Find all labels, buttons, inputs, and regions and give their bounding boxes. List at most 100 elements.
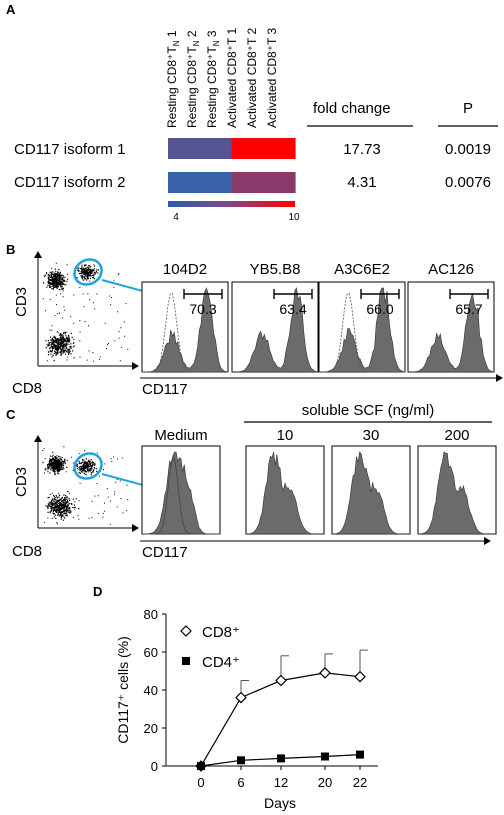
clone-name-2: YB5.B8 <box>250 261 301 278</box>
column-header-3: Resting CD8⁺TN 3 <box>205 30 221 128</box>
condition-label-2: 10 <box>277 427 294 444</box>
histogram-fill <box>331 451 410 535</box>
c-axis-arrow <box>484 537 491 545</box>
c-hist-xlabel: CD117 <box>142 544 188 561</box>
histograms-b: 104D2 70.3 YB5.B8 63.4 A3C6E2 66.0 AC126 65.7 <box>141 261 495 373</box>
condition-label-4: 200 <box>444 427 469 444</box>
heatmap-cell-r1-c3 <box>210 138 232 159</box>
heatmap-cell-r1-c2 <box>189 138 211 159</box>
heatmap-cell-r1-c1 <box>168 138 190 159</box>
gate-percent-3: 66.0 <box>366 301 393 317</box>
series-line-1 <box>200 672 361 767</box>
histograms-c: Medium 10 30 200 <box>141 427 497 535</box>
histogram-fill <box>245 451 324 535</box>
heatmap-cell-r1-c4 <box>231 138 254 159</box>
color-scale-bar <box>168 201 295 207</box>
b-dot-ylabel: CD3 <box>13 287 30 317</box>
scale-min-label: 4 <box>173 212 179 223</box>
dot-y-arrow <box>34 435 42 442</box>
column-header-4: Activated CD8⁺T 1 <box>225 28 239 128</box>
heatmap-cell-r2-c2 <box>189 172 211 193</box>
x-tick-label-20: 20 <box>318 775 332 790</box>
y-tick-label-80: 80 <box>144 607 158 622</box>
c-dot-xlabel: CD8 <box>12 543 42 560</box>
gate-ellipse <box>73 452 103 480</box>
x-axis-label: Days <box>264 795 296 811</box>
isotype-control-line <box>142 292 228 373</box>
panel-b-label: B <box>6 242 15 257</box>
gate-percent-2: 63.4 <box>279 301 306 317</box>
point-1-2 <box>235 691 247 704</box>
row-2-name: CD117 isoform 2 <box>14 174 125 191</box>
clone-name-3: A3C6E2 <box>334 261 390 278</box>
point-1-3 <box>275 674 287 687</box>
column-header-5: Activated CD8⁺T 2 <box>245 28 259 128</box>
x-tick-label-0: 0 <box>197 775 204 790</box>
condition-label-3: 30 <box>363 427 380 444</box>
panel-a-label: A <box>6 2 16 17</box>
legend-label-1: CD8⁺ <box>202 624 240 641</box>
histogram-fill <box>232 287 319 373</box>
y-tick-label-0: 0 <box>151 759 158 774</box>
row-1-fold: 17.73 <box>343 141 381 158</box>
panel-c-label: C <box>6 407 16 422</box>
heatmap <box>168 138 296 193</box>
heatmap-cell-r1-c5 <box>252 138 275 159</box>
legend-marker-2 <box>182 657 190 665</box>
dot-events <box>42 446 129 525</box>
c-dot-ylabel: CD3 <box>13 467 30 497</box>
legend-label-2: CD4⁺ <box>202 654 240 671</box>
y-axis-label: CD117⁺ cells (%) <box>115 636 131 744</box>
point-1-4 <box>319 667 331 679</box>
row-2-p: 0.0076 <box>445 174 491 191</box>
gate-percent-1: 70.3 <box>189 301 216 317</box>
heatmap-cell-r2-c1 <box>168 172 190 193</box>
x-tick-label-22: 22 <box>353 775 367 790</box>
dot-x-arrow <box>132 524 139 532</box>
fold-change-header: fold change <box>313 100 391 117</box>
medium-overlay-line <box>142 454 220 535</box>
x-tick-label-6: 6 <box>237 775 244 790</box>
histogram-fill <box>142 287 229 373</box>
y-tick-label-60: 60 <box>144 645 158 660</box>
point-2-3 <box>277 754 285 763</box>
dot-events <box>42 262 129 362</box>
line-chart-d: 0 20 40 60 80 0 6 12 20 22 Days CD117⁺ cells (%) CD8… <box>115 607 378 811</box>
point-2-2 <box>237 756 245 765</box>
row-1-p: 0.0019 <box>445 141 491 158</box>
y-tick-label-20: 20 <box>144 721 158 736</box>
scf-group-label: soluble SCF (ng/ml) <box>302 402 435 419</box>
clone-name-4: AC126 <box>428 261 474 278</box>
heatmap-cell-r2-c6 <box>274 172 296 193</box>
point-1-5 <box>354 670 366 683</box>
row-2-fold: 4.31 <box>347 174 376 191</box>
heatmap-cell-r2-c3 <box>210 172 232 193</box>
gate-ellipse <box>73 258 103 286</box>
isotype-control-line <box>319 292 405 373</box>
point-2-4 <box>321 752 329 761</box>
legend-marker-1 <box>180 625 192 637</box>
dot-y-arrow <box>34 251 42 258</box>
gate-percent-4: 65.7 <box>455 301 482 317</box>
dot-x-arrow <box>132 362 139 370</box>
histogram-fill <box>319 287 406 373</box>
histogram-fill <box>408 292 495 373</box>
condition-label-1: Medium <box>154 427 207 444</box>
b-hist-xlabel: CD117 <box>142 381 188 398</box>
scale-max-label: 10 <box>288 212 300 223</box>
panel-d-label: D <box>93 584 102 599</box>
y-tick-label-40: 40 <box>144 683 158 698</box>
heatmap-cell-r2-c4 <box>231 172 254 193</box>
point-2-1 <box>197 762 205 770</box>
column-header-1: Resting CD8⁺TN 1 <box>165 30 181 128</box>
b-dot-xlabel: CD8 <box>12 380 42 397</box>
point-2-5 <box>356 750 364 759</box>
clone-name-1: 104D2 <box>163 261 207 278</box>
heatmap-cell-r1-c6 <box>274 138 296 159</box>
x-tick-label-12: 12 <box>274 775 288 790</box>
p-header: P <box>463 100 473 117</box>
b-axis-arrow <box>496 374 503 382</box>
histogram-fill <box>417 451 496 535</box>
